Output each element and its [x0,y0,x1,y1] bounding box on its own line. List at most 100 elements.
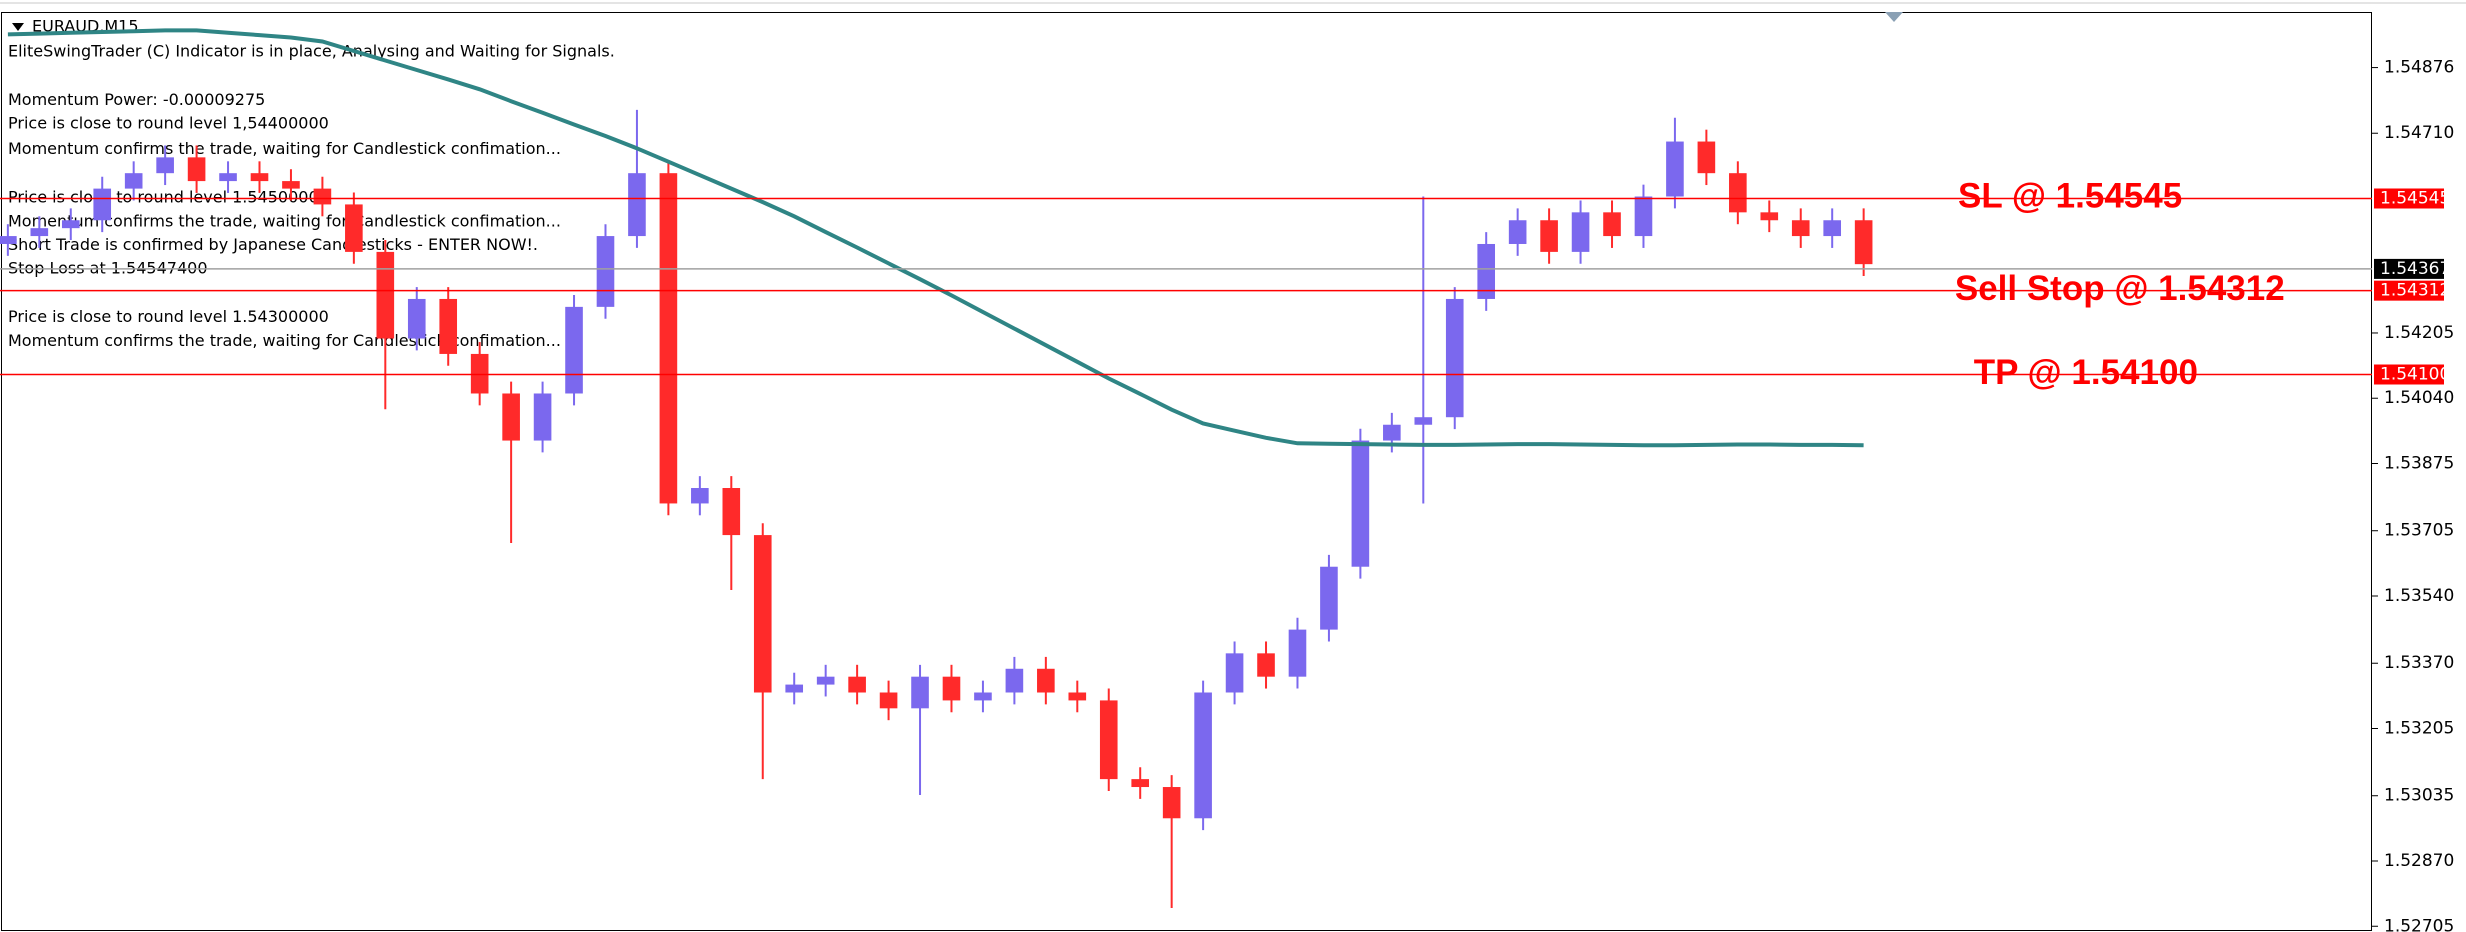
level-price-label: 1.54545 [2380,188,2450,208]
level-price-label: 1.54312 [2380,281,2450,301]
candle-body [124,173,143,189]
candle-body [1131,779,1150,788]
candle-body [1383,424,1401,441]
candle-body [1697,141,1716,174]
candle-body [1068,692,1087,701]
candle-body [0,236,17,244]
level-annotation: TP @ 1.54100 [1974,353,2198,392]
current-price-label: 1.54367 [2380,259,2450,279]
candle-body [942,676,961,701]
plot-frame [1,12,2372,931]
y-tick-label: 1.52870 [2384,851,2454,871]
candle-body [1099,700,1118,780]
candle-body [848,676,866,693]
candle-body [1729,173,1747,213]
symbol-arrow [12,23,24,31]
level-annotation: Sell Stop @ 1.54312 [1955,269,2285,308]
candle-body [1540,220,1558,252]
y-tick-label: 1.54205 [2384,323,2454,343]
candle-body [376,251,395,339]
candle-body [565,306,583,394]
y-tick-label: 1.53035 [2384,786,2454,806]
current-price-tag [2374,258,2444,279]
candle-body [1823,220,1842,237]
indicator-message: Price is close to round level 1.54500000 [8,188,329,207]
candle-body [1634,196,1653,237]
candle-body [282,181,300,189]
indicator-message: Short Trade is confirmed by Japanese Can… [8,235,538,254]
candle-body [250,173,269,182]
candle-body [1508,220,1527,244]
indicator-message: Price is close to round level 1.54300000 [8,307,329,326]
indicator-message: Momentum Power: -0.00009275 [8,90,265,109]
candle-body [407,298,426,339]
candle-body [974,692,992,701]
candle-body [1194,692,1212,819]
candle-body [911,676,929,709]
y-tick-label: 1.54876 [2384,58,2454,78]
level-annotation: SL @ 1.54545 [1958,177,2182,216]
y-tick-label: 1.53540 [2384,586,2454,606]
candle-body [1666,141,1684,197]
candle-body [691,488,709,504]
candle-body [1257,653,1275,677]
moving-average [7,28,1864,448]
candle-body [1225,653,1244,693]
candle-body [1603,212,1621,237]
y-tick-label: 1.53205 [2384,718,2454,738]
indicator-message: Stop Loss at 1.54547400 [8,258,208,277]
candle-body [345,204,363,252]
indicator-message: EliteSwingTrader (C) Indicator is in pla… [8,41,615,60]
candle-body [30,228,49,237]
y-tick-label: 1.54710 [2384,123,2454,143]
candle-body [1571,212,1590,252]
level-tag [2374,364,2444,385]
indicator-message: Momentum confirms the trade, waiting for… [8,331,561,350]
candle-body [1760,212,1779,221]
candle-body [1162,787,1181,819]
indicator-message: Momentum confirms the trade, waiting for… [8,211,561,230]
candle-body [313,188,332,205]
candle-body [439,298,458,354]
y-tick-label: 1.54040 [2384,388,2454,408]
level-tag [2374,188,2444,209]
level-tag [2374,280,2444,301]
candle-body [659,173,678,504]
y-tick-label: 1.52705 [2384,916,2454,932]
candle-body [1037,668,1055,693]
candle-body [1854,220,1873,265]
candle-body [1005,668,1024,693]
candle-body [1320,566,1338,630]
candle-body [470,353,489,394]
indicator-message: Momentum confirms the trade, waiting for… [8,139,561,158]
candle-body [502,393,520,441]
y-tick-label: 1.53370 [2384,653,2454,673]
candle-body [187,157,206,182]
y-tick-label: 1.53875 [2384,453,2454,473]
candle-body [1791,220,1810,237]
candle-body [1477,243,1496,299]
candle-body [1414,417,1433,425]
shift-marker [1885,12,1903,22]
candle-body [1351,440,1370,567]
candle-body [533,393,552,441]
candle-body [816,676,835,685]
candle-body [93,188,112,221]
candle-body [1288,629,1307,677]
candle-body [596,236,615,307]
candle-body [1445,298,1464,418]
candle-body [753,535,772,693]
candle-body [628,173,646,237]
candle-body [219,173,237,182]
candle-body [879,692,898,709]
y-tick-label: 1.53705 [2384,521,2454,541]
candle-body [722,488,741,536]
candle-body [61,220,80,229]
indicator-message: Price is close to round level 1,54400000 [8,114,329,133]
level-price-label: 1.54100 [2380,365,2450,385]
candle-body [156,157,174,174]
candle-body [785,684,804,693]
